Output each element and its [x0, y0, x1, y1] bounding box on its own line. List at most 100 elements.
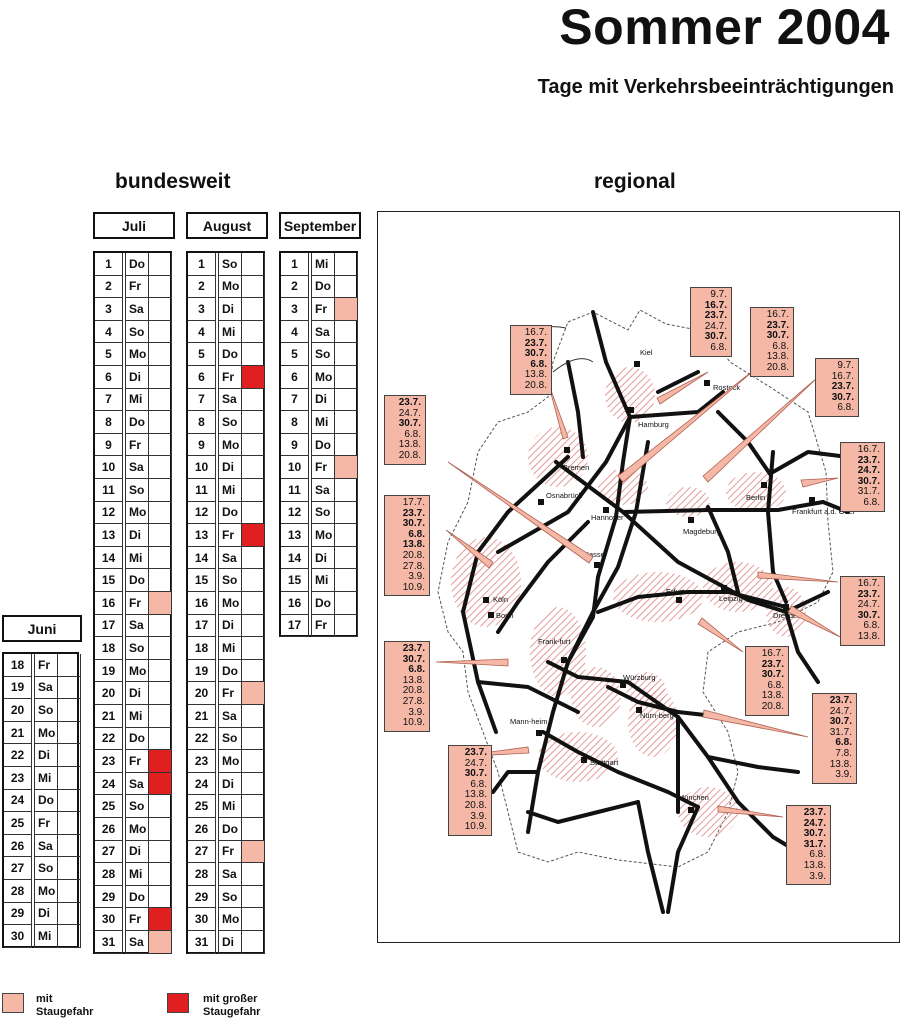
day-number: 5	[188, 343, 216, 366]
callout-date: 6.8.	[837, 402, 854, 414]
callout-date: 31.7.	[803, 838, 826, 850]
day-number: 9	[95, 433, 123, 457]
callout-osnabrueck: 23.7. 24.7. 30.7. 6.8. 13.8. 20.8.	[384, 395, 426, 465]
congestion-marker	[149, 750, 172, 773]
congestion-marker	[335, 366, 358, 389]
congestion-marker	[149, 885, 172, 909]
day-number: 14	[95, 546, 123, 570]
callout-date: 30.7.	[464, 768, 487, 780]
weekday: Sa	[34, 834, 58, 858]
calendar-row: 22 So	[188, 727, 265, 751]
callout-date: 13.8.	[857, 630, 880, 642]
congestion-marker	[58, 767, 81, 790]
congestion-marker	[242, 569, 265, 592]
calendar-row: 11 Sa	[281, 479, 358, 502]
calendar-row: 12 Mo	[95, 501, 172, 525]
day-number: 12	[281, 501, 309, 525]
callout-dresden: 16.7. 23.7. 24.7. 30.7. 6.8. 13.8.	[840, 576, 885, 646]
calendar-row: 24 Do	[4, 789, 81, 813]
day-number: 1	[188, 253, 216, 276]
day-number: 19	[95, 659, 123, 683]
calendar-row: 17 Fr	[281, 614, 358, 638]
congestion-marker	[149, 298, 172, 321]
legend-label-high-risk: mit großer Staugefahr	[203, 993, 261, 1018]
callout-date: 23.7.	[829, 695, 852, 706]
callout-date: 17.7.	[402, 497, 425, 508]
congestion-marker	[335, 479, 358, 502]
weekday: Mo	[125, 659, 149, 683]
weekday: So	[311, 501, 335, 525]
day-number: 16	[188, 592, 216, 615]
calendar-row: 9 Mo	[188, 433, 265, 457]
weekday: Sa	[311, 320, 335, 344]
congestion-marker	[149, 614, 172, 638]
callout-date: 3.9.	[408, 706, 425, 718]
callout-date: 13.8.	[524, 369, 547, 381]
weekday: Mo	[34, 721, 58, 745]
congestion-marker	[149, 908, 172, 931]
day-number: 2	[95, 275, 123, 299]
weekday: Fr	[34, 812, 58, 835]
congestion-marker	[335, 388, 358, 412]
arrow-frankfurt	[435, 658, 509, 667]
day-number: 21	[188, 705, 216, 728]
day-number: 26	[95, 818, 123, 841]
congestion-marker	[149, 659, 172, 683]
day-number: 22	[95, 727, 123, 751]
calendar-row: 6 Di	[95, 366, 172, 389]
congestion-marker	[335, 320, 358, 344]
congestion-marker	[58, 654, 81, 677]
callout-date: 16.7.	[766, 309, 789, 320]
calendar-row: 10 Sa	[95, 456, 172, 479]
calendar-row: 18 Mi	[188, 637, 265, 660]
congestion-marker	[58, 857, 81, 880]
weekday: Do	[218, 818, 242, 841]
weekday: Do	[218, 343, 242, 366]
calendar-row: 20 So	[4, 699, 81, 722]
callout-date: 30.7.	[524, 348, 547, 360]
congestion-marker	[58, 699, 81, 722]
weekday: Mo	[125, 501, 149, 525]
weekday: Fr	[311, 614, 335, 638]
congestion-marker	[242, 682, 265, 705]
weekday: Fr	[218, 682, 242, 705]
weekday: Mo	[311, 524, 335, 547]
city-label-koeln: Köln	[493, 595, 508, 604]
callout-date: 6.8.	[408, 528, 425, 540]
weekday: Do	[125, 411, 149, 434]
day-number: 28	[188, 863, 216, 886]
weekday: Di	[218, 456, 242, 479]
congestion-marker	[149, 275, 172, 299]
city-labels: Kiel Rostock Hamburg Bremen Berlin Osnab…	[493, 348, 856, 802]
calendar-row: 23 Mi	[4, 767, 81, 790]
callout-date: 23.7.	[402, 507, 425, 519]
day-number: 17	[188, 614, 216, 638]
weekday: Sa	[218, 388, 242, 412]
calendar-row: 20 Di	[95, 682, 172, 705]
callout-arrows	[435, 366, 841, 818]
weekday: Fr	[34, 654, 58, 677]
calendar-row: 29 Di	[4, 902, 81, 926]
congestion-marker	[242, 659, 265, 683]
congestion-marker	[242, 456, 265, 479]
congestion-marker	[149, 592, 172, 615]
month-header-august: August	[186, 212, 268, 239]
day-number: 4	[188, 320, 216, 344]
calendar-row: 15 So	[188, 569, 265, 592]
congestion-marker	[149, 411, 172, 434]
congestion-marker	[149, 569, 172, 592]
day-number: 3	[95, 298, 123, 321]
weekday: Mi	[218, 479, 242, 502]
congestion-marker	[149, 840, 172, 864]
month-header-september: September	[279, 212, 361, 239]
weekday: Fr	[125, 592, 149, 615]
weekday: Fr	[311, 298, 335, 321]
calendar-row: 10 Fr	[281, 456, 358, 479]
city-label-kiel: Kiel	[640, 348, 653, 357]
congestion-marker	[335, 343, 358, 366]
callout-date: 24.7.	[398, 407, 421, 419]
congestion-marker	[242, 524, 265, 547]
city-label-leipzig: Leipzig	[719, 594, 743, 603]
calendar-row: 27 So	[4, 857, 81, 880]
calendar-row: 20 Fr	[188, 682, 265, 705]
